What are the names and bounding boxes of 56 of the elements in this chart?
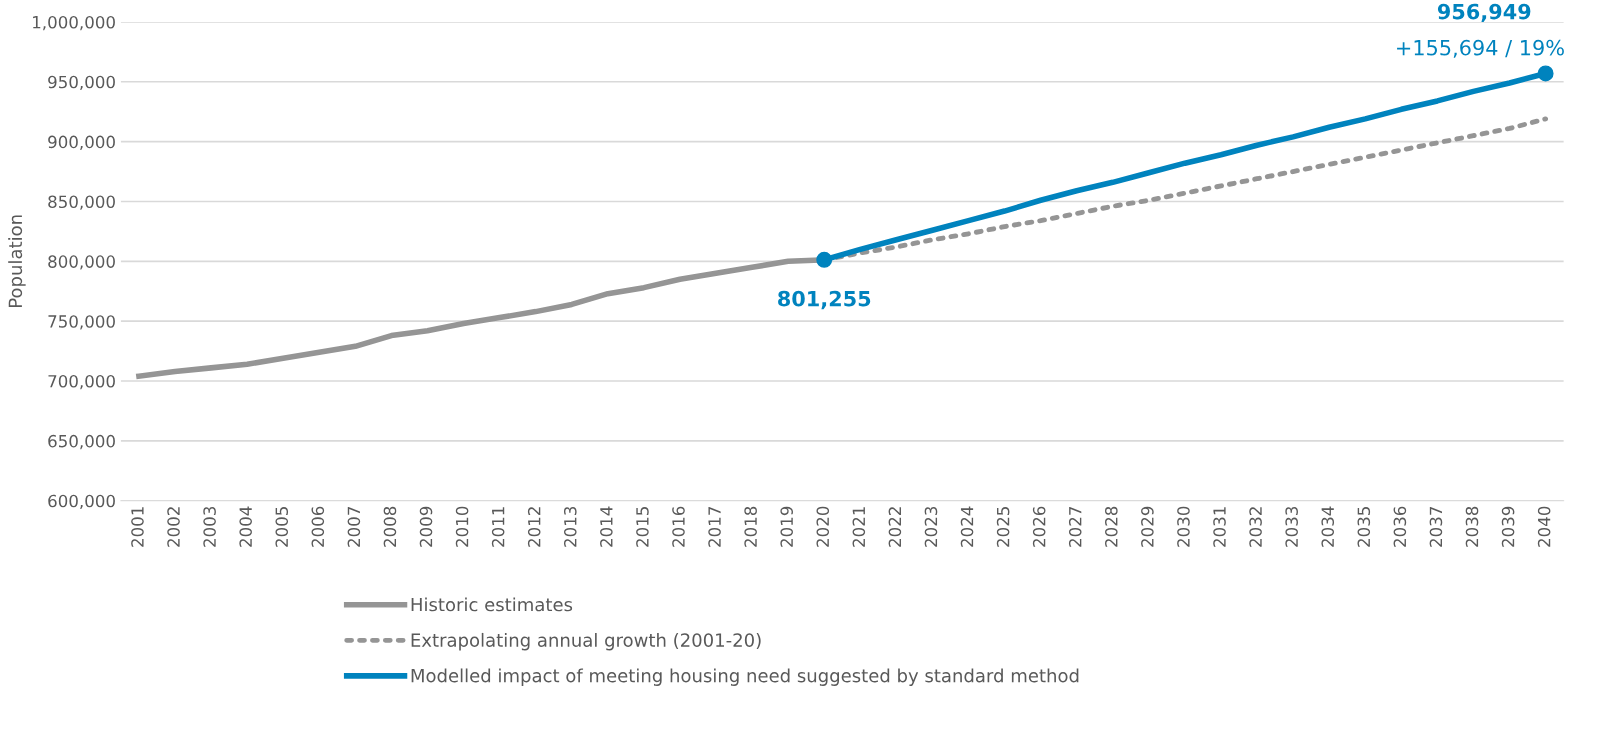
x-tick-label: 2040 — [1537, 506, 1551, 547]
legend-label: Extrapolating annual growth (2001-20) — [411, 632, 761, 651]
annotation: +155,694 / 19% — [1397, 39, 1564, 58]
x-tick-label: 2017 — [708, 507, 721, 547]
x-tick-label: 2032 — [1249, 507, 1262, 547]
x-tick-label: 2002 — [167, 507, 180, 547]
x-tick-label: 2024 — [960, 506, 974, 547]
x-tick-label: 2001 — [131, 507, 144, 547]
x-tick-label: 2013 — [563, 506, 577, 547]
y-axis-title: Population — [8, 215, 26, 307]
x-tick-label: 2015 — [636, 507, 649, 547]
annotation: 801,255 — [778, 290, 871, 310]
x-tick-label: 2028 — [1105, 506, 1118, 547]
legend-label: Modelled impact of meeting housing need suggested by standard method — [411, 668, 1079, 686]
x-tick-label: 2020 — [816, 506, 830, 547]
x-tick-label: 2011 — [491, 507, 505, 547]
x-tick-label: 2031 — [1213, 507, 1226, 547]
x-tick-label: 2018 — [744, 506, 757, 547]
x-tick-label: 2014 — [600, 506, 613, 547]
annotation: 956,949 — [1437, 3, 1531, 23]
x-tick-label: 2008 — [383, 506, 397, 547]
x-tick-label: 2009 — [419, 506, 433, 547]
x-tick-label: 2026 — [1032, 506, 1046, 547]
x-tick-label: 2005 — [275, 507, 289, 547]
y-tick-label: 900,000 — [48, 135, 115, 150]
x-tick-label: 2019 — [780, 506, 793, 547]
x-tick-label: 2037 — [1429, 507, 1443, 547]
y-tick-label: 600,000 — [48, 494, 115, 509]
x-tick-label: 2022 — [888, 507, 902, 547]
x-tick-label: 2034 — [1321, 506, 1335, 547]
x-tick-label: 2039 — [1501, 506, 1515, 547]
x-tick-label: 2016 — [672, 506, 685, 547]
y-tick-label: 800,000 — [48, 255, 115, 270]
x-tick-label: 2004 — [239, 506, 252, 547]
x-tick-label: 2027 — [1068, 507, 1082, 547]
x-tick-label: 2010 — [455, 506, 469, 547]
x-tick-label: 2021 — [852, 507, 866, 547]
y-tick-label: 950,000 — [48, 75, 115, 91]
x-tick-label: 2038 — [1465, 506, 1479, 547]
x-tick-label: 2036 — [1393, 506, 1407, 547]
x-tick-label: 2007 — [347, 507, 361, 547]
y-tick-label: 650,000 — [48, 434, 115, 450]
legend-label: Historic estimates — [411, 597, 573, 612]
x-tick-label: 2003 — [203, 506, 216, 547]
x-tick-label: 2029 — [1141, 506, 1154, 547]
y-tick-label: 1,000,000 — [33, 15, 115, 31]
y-tick-label: 700,000 — [48, 375, 115, 390]
y-tick-label: 850,000 — [48, 195, 115, 210]
x-tick-label: 2023 — [924, 506, 938, 547]
x-tick-label: 2012 — [527, 507, 541, 547]
x-tick-label: 2035 — [1357, 507, 1371, 547]
y-tick-label: 750,000 — [48, 315, 115, 330]
x-tick-label: 2033 — [1285, 506, 1298, 547]
x-tick-label: 2030 — [1177, 506, 1190, 547]
x-tick-label: 2006 — [311, 506, 325, 547]
x-tick-label: 2025 — [996, 507, 1010, 547]
